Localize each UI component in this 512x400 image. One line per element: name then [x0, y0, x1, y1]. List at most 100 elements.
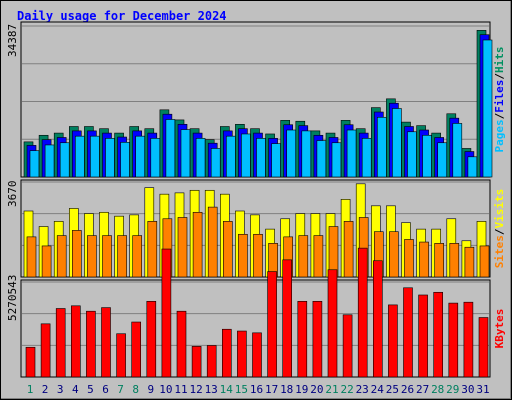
bar-pages-day-3	[59, 142, 70, 178]
x-tick-label: 6	[102, 383, 109, 396]
bar-pages-day-1	[29, 150, 40, 178]
panel-middle-max-label: 3670	[6, 181, 19, 208]
chart-title: Daily usage for December 2024	[17, 9, 227, 23]
bar-sites-day-28	[434, 243, 445, 278]
x-tick-label: 12	[189, 383, 202, 396]
legend-entry: Hits	[493, 47, 506, 74]
legend-entry: /	[493, 112, 506, 119]
bar-pages-day-31	[482, 39, 493, 178]
bar-kbytes-day-15	[237, 330, 247, 378]
legend-entry: Files	[493, 80, 506, 113]
bar-sites-day-11	[177, 217, 188, 278]
bar-pages-day-14	[226, 135, 236, 178]
bar-kbytes-day-6	[101, 307, 111, 378]
bar-pages-day-5	[90, 135, 100, 178]
x-tick-label: 18	[280, 383, 293, 396]
x-tick-label: 22	[340, 383, 353, 396]
bar-sites-day-12	[192, 211, 203, 278]
bar-sites-day-5	[87, 235, 97, 278]
bar-kbytes-day-3	[55, 308, 66, 378]
bar-pages-day-13	[210, 148, 221, 178]
bar-kbytes-day-17	[267, 271, 277, 378]
bar-kbytes-day-10	[161, 248, 172, 378]
bar-pages-day-10	[165, 119, 176, 178]
bar-sites-day-31	[479, 245, 490, 278]
bar-kbytes-day-24	[372, 260, 383, 378]
bar-sites-day-8	[132, 235, 142, 278]
legend-entry: /	[493, 73, 506, 80]
x-tick-label: 20	[310, 383, 323, 396]
bar-pages-day-11	[180, 129, 191, 178]
bar-sites-day-19	[298, 235, 309, 278]
bar-sites-day-22	[343, 221, 354, 278]
bar-sites-day-14	[223, 221, 233, 278]
legend-entry: Visits	[493, 189, 506, 229]
bar-pages-day-19	[301, 130, 312, 178]
bar-sites-day-25	[389, 231, 399, 278]
bar-pages-day-4	[75, 135, 85, 178]
bar-pages-day-21	[331, 142, 342, 178]
bar-sites-day-26	[404, 239, 414, 278]
legend-entry: Pages	[493, 119, 506, 152]
bar-sites-day-6	[102, 235, 112, 278]
x-tick-label: 29	[446, 383, 459, 396]
bar-kbytes-day-28	[433, 291, 444, 378]
panel-top-max-label: 34387	[6, 24, 19, 57]
bar-sites-day-21	[328, 226, 339, 278]
legend-entry: Sites	[493, 235, 506, 268]
x-tick-label: 23	[356, 383, 369, 396]
bar-kbytes-day-13	[206, 345, 217, 378]
bar-kbytes-day-26	[403, 287, 413, 378]
x-tick-label: 4	[72, 383, 79, 396]
x-tick-label: 17	[265, 383, 278, 396]
bar-pages-day-16	[256, 138, 266, 178]
bar-kbytes-day-14	[222, 328, 232, 378]
legend-entry: KBytes	[493, 309, 506, 349]
x-tick-label: 9	[147, 383, 154, 396]
bar-kbytes-day-27	[418, 294, 428, 378]
bar-sites-day-1	[26, 236, 37, 278]
bar-pages-day-30	[467, 156, 478, 178]
bar-sites-day-4	[72, 230, 82, 278]
x-tick-label: 1	[27, 383, 34, 396]
x-tick-label: 25	[386, 383, 399, 396]
bar-kbytes-day-31	[478, 317, 489, 378]
bar-sites-day-9	[147, 221, 158, 278]
panel-bottom-max-label: 5270543	[6, 275, 19, 321]
bar-kbytes-day-5	[86, 310, 96, 378]
bar-sites-day-20	[313, 235, 324, 278]
bar-sites-day-15	[238, 233, 248, 278]
bar-pages-day-23	[361, 138, 372, 178]
bar-pages-day-17	[271, 143, 281, 178]
x-tick-label: 11	[174, 383, 187, 396]
bar-sites-day-2	[41, 245, 52, 278]
x-tick-label: 2	[42, 383, 49, 396]
bar-kbytes-day-1	[25, 346, 36, 378]
bar-kbytes-day-22	[342, 314, 353, 378]
bar-pages-day-24	[376, 116, 387, 178]
x-tick-label: 15	[235, 383, 248, 396]
bar-kbytes-day-23	[357, 247, 368, 378]
x-tick-label: 10	[159, 383, 172, 396]
bar-sites-day-7	[117, 235, 127, 278]
bar-kbytes-day-21	[327, 269, 338, 378]
bar-kbytes-day-18	[282, 259, 293, 378]
bar-kbytes-day-2	[40, 323, 51, 378]
bar-sites-day-13	[207, 206, 218, 278]
panel-middle-legend: Sites/Visits	[493, 189, 506, 269]
x-tick-label: 30	[461, 383, 474, 396]
bar-kbytes-day-8	[131, 321, 141, 378]
bar-pages-day-6	[105, 138, 115, 178]
bar-kbytes-day-30	[463, 301, 474, 378]
legend-entry: /	[493, 228, 506, 235]
bar-pages-day-25	[392, 108, 402, 178]
bar-pages-day-22	[346, 129, 357, 178]
bar-kbytes-day-12	[191, 346, 202, 378]
bar-kbytes-day-9	[146, 300, 157, 378]
bar-pages-day-12	[195, 138, 206, 178]
bar-pages-day-9	[150, 138, 161, 178]
bar-pages-day-27	[422, 134, 432, 178]
x-tick-label: 16	[250, 383, 263, 396]
bar-pages-day-20	[316, 140, 327, 178]
bar-sites-day-16	[253, 233, 263, 278]
